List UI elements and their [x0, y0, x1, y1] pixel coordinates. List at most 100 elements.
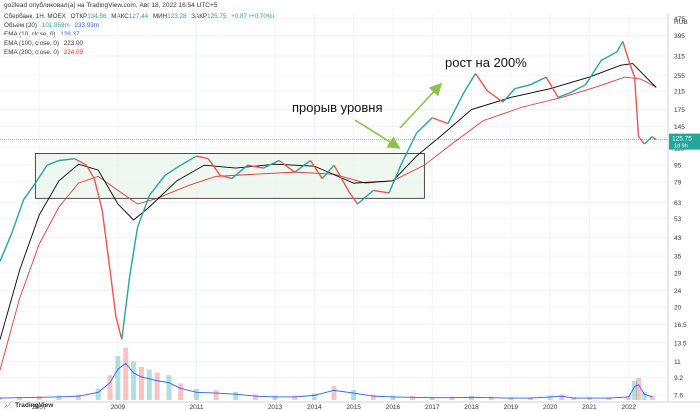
last-price-tag	[669, 133, 700, 150]
y-tick-label: 95	[674, 163, 682, 170]
ema100-value: 223.00	[63, 40, 83, 47]
x-tick-label: 2013	[268, 404, 283, 411]
volume-bar	[166, 375, 172, 400]
y-tick-label: 53	[674, 216, 682, 223]
volume-bar	[390, 395, 396, 400]
x-tick-label: 2020	[543, 404, 558, 411]
volume-bar	[559, 394, 565, 400]
volume-bar	[649, 395, 655, 400]
volume-bar	[626, 395, 632, 400]
price-candle	[247, 164, 264, 169]
ema200-line	[0, 76, 657, 371]
y-tick-label: 43	[674, 235, 682, 242]
price-candle	[101, 209, 111, 271]
price-candle	[148, 174, 166, 197]
currency-label: RUB	[674, 19, 688, 26]
volume-bar	[17, 396, 23, 400]
price-candle	[333, 164, 351, 194]
change-value: +0.87 (+0.70%)	[231, 13, 275, 20]
price-candle	[136, 195, 150, 228]
legend-ema10-row: EMA (10, close, 0) 128.37	[4, 31, 79, 38]
y-tick-label: 475	[674, 16, 685, 23]
x-tick-label: 2016	[386, 404, 401, 411]
ema100-line	[0, 63, 657, 340]
price-candle	[633, 77, 640, 137]
volume-bar	[272, 395, 278, 400]
volume-bar	[632, 380, 638, 400]
price-candle	[557, 92, 571, 99]
volume-value-2: 233.93m	[74, 22, 100, 29]
volume-bar	[138, 367, 144, 400]
y-tick-label: 35	[674, 254, 682, 261]
volume-bar	[193, 389, 199, 400]
x-tick-label: 2021	[582, 404, 597, 411]
x-tick-label: 2014	[307, 404, 322, 411]
volume-bar	[233, 391, 239, 400]
volume-bar	[410, 396, 416, 400]
y-tick-label: 16.5	[674, 322, 687, 329]
y-tick-label: 315	[674, 54, 685, 61]
price-candle	[584, 60, 602, 86]
published-header: go2lead опубликовал(а) на TradingView.co…	[4, 2, 218, 9]
price-candle	[164, 164, 182, 176]
volume-bar	[107, 375, 113, 400]
arrow-breakout	[354, 119, 401, 149]
y-tick-label: 79	[674, 179, 682, 186]
y-tick-label: 13.5	[674, 340, 687, 347]
price-candle	[651, 136, 657, 141]
price-candle	[219, 174, 233, 180]
price-candle	[109, 270, 117, 317]
y-tick-label: 29	[674, 271, 682, 278]
ema10-label: EMA (10, close, 0)	[4, 31, 56, 38]
x-tick-label: 2015	[346, 404, 361, 411]
volume-bar	[641, 391, 647, 400]
volume-bar	[370, 394, 376, 400]
low-label: МИН	[152, 13, 168, 20]
price-candle	[349, 192, 359, 205]
annotation-breakout: прорыв уровня	[292, 100, 383, 115]
x-tick-label: 2022	[621, 404, 636, 411]
arrow-growth	[399, 82, 443, 129]
open-label: ОТКР	[70, 13, 88, 20]
price-candle	[447, 92, 465, 124]
y-tick-label: 63	[674, 200, 682, 207]
brand-label: TradingView	[15, 401, 54, 409]
price-candle	[46, 159, 60, 166]
legend-symbol-row: Сбербанк, 1Н, MOEX ОТКР134.56 МАКС127.44…	[4, 13, 275, 20]
price-candle	[400, 132, 418, 166]
y-tick-label: 9.2	[674, 375, 683, 382]
price-candle	[643, 136, 653, 145]
ema200-label: EMA (200, close, 0)	[4, 49, 59, 56]
x-tick-label: 2018	[464, 404, 479, 411]
volume-bar	[131, 361, 137, 400]
low-value: 123.28	[167, 13, 187, 20]
price-candle	[628, 60, 636, 78]
volume-bar	[154, 372, 160, 400]
price-candle	[373, 189, 390, 194]
y-tick-label: 175	[674, 107, 685, 114]
volume-bar	[429, 396, 435, 400]
volume-bar	[508, 397, 514, 400]
volume-bar	[586, 397, 592, 400]
volume-bar	[311, 393, 317, 400]
legend-ema100-row: EMA (100, close, 0) 223.00	[4, 40, 83, 47]
volume-bar	[331, 386, 337, 400]
volume-bar	[527, 397, 533, 400]
price-candle	[309, 160, 323, 179]
y-tick-label: 395	[674, 33, 685, 40]
volume-bar	[213, 390, 219, 400]
x-tick-label: 2007	[32, 404, 47, 411]
y-tick-label: 145	[674, 124, 685, 131]
price-candle	[93, 178, 103, 211]
high-label: МАКС	[111, 13, 129, 20]
legend-volume-row: Объем (20) 101.859m 233.93m	[4, 22, 99, 29]
close-label: ЗАКР	[191, 13, 208, 20]
ema10-value: 128.37	[60, 31, 80, 38]
volume-bar	[547, 395, 553, 400]
price-candle	[486, 90, 504, 103]
ema200-value: 224.09	[63, 49, 83, 56]
volume-bar	[0, 397, 3, 400]
price-candle	[502, 88, 516, 103]
high-value: 127.44	[128, 13, 149, 20]
